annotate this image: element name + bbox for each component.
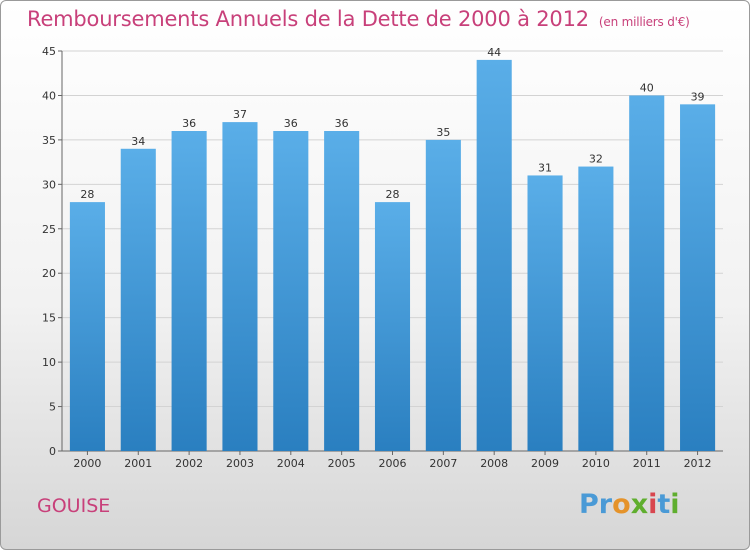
bar-2012 [680, 104, 716, 451]
data-label-2010: 32 [589, 153, 603, 166]
data-label-2006: 28 [386, 188, 400, 201]
y-tick-label: 5 [49, 401, 56, 414]
bar-2009 [527, 175, 563, 451]
bar-2003 [222, 122, 258, 451]
axes: 0 5 10 15 20 25 30 35 40 45 2000 2001 2002 2003 2004 20… [42, 45, 723, 470]
x-tick-label-2008: 2008 [480, 457, 508, 470]
data-label-2007: 35 [436, 126, 450, 139]
commune-name: GOUISE [37, 495, 111, 517]
data-label-2002: 36 [182, 117, 196, 130]
x-tick-label-2010: 2010 [582, 457, 610, 470]
bar-2004 [273, 131, 309, 451]
x-tick-label-2003: 2003 [226, 457, 254, 470]
y-tick-label: 15 [42, 312, 56, 325]
y-tick-label: 0 [49, 445, 56, 458]
y-tick-label: 35 [42, 134, 56, 147]
bar-2007 [425, 139, 461, 451]
bar-2011 [629, 95, 665, 451]
x-tick-label-2012: 2012 [684, 457, 712, 470]
y-tick-label: 40 [42, 89, 56, 102]
bar-2006 [374, 202, 411, 451]
data-label-2005: 36 [335, 117, 349, 130]
x-tick-label-2001: 2001 [124, 457, 152, 470]
bar-2002 [171, 131, 207, 451]
data-label-2003: 37 [233, 108, 247, 121]
bar-2010 [578, 166, 614, 452]
x-tick-label-2000: 2000 [73, 457, 101, 470]
bar-2001 [120, 148, 156, 451]
chart-title: Remboursements Annuels de la Dette de 20… [27, 7, 690, 31]
bar-2005 [324, 131, 360, 451]
y-tick-label: 25 [42, 223, 56, 236]
data-label-2009: 31 [538, 161, 552, 174]
y-tick-label: 20 [42, 267, 56, 280]
data-label-2008: 44 [487, 46, 501, 59]
x-tick-label-2006: 2006 [379, 457, 407, 470]
chart-unit: (en milliers d'€) [598, 15, 690, 29]
x-tick-label-2011: 2011 [633, 457, 661, 470]
y-tick-label: 10 [42, 356, 56, 369]
bar-2000 [69, 202, 105, 451]
x-tick-label-2005: 2005 [328, 457, 356, 470]
x-tick-label-2004: 2004 [277, 457, 305, 470]
bars [69, 59, 716, 452]
bar-2008 [476, 59, 512, 452]
data-label-2001: 34 [131, 135, 145, 148]
x-tick-label-2002: 2002 [175, 457, 203, 470]
x-tick-label-2009: 2009 [531, 457, 559, 470]
data-label-2011: 40 [640, 81, 654, 94]
data-label-2012: 39 [691, 90, 705, 103]
y-tick-label: 45 [42, 45, 56, 58]
x-tick-label-2007: 2007 [429, 457, 457, 470]
labels: 28 34 36 37 36 36 28 35 44 31 32 40 39 [80, 46, 704, 201]
data-label-2000: 28 [80, 188, 94, 201]
data-label-2004: 36 [284, 117, 298, 130]
y-tick-label: 30 [42, 178, 56, 191]
chart-title-text: Remboursements Annuels de la Dette de 20… [27, 7, 589, 31]
proxiti-logo: Proxiti [579, 489, 680, 520]
